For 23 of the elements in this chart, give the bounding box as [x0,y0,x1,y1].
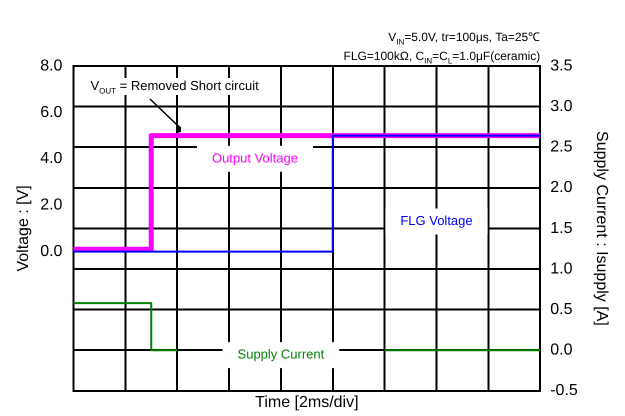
y2-tick-label: 2.0 [550,179,573,196]
text: FLG=100kΩ, C$_{IN}$=C$_{L}$=1.0μF(ceramic) [343,49,540,66]
series-label: Output Voltage [212,150,298,166]
text: V$_{IN}$=5.0V, tr=100μs, Ta=25℃ [388,30,540,46]
y2-tick-label: 3.5 [550,57,573,74]
y-tick-label: 4.0 [40,150,63,168]
annotation: V$_{OUT}$ = Removed Short circuit [90,78,259,96]
y2-tick-label: 1.0 [550,260,573,278]
y2-tick-label: 0.5 [550,301,573,318]
y2-tick-label: -0.5 [550,382,578,400]
y-tick-label: 8.0 [40,57,63,74]
y2-tick-label: 2.5 [550,138,573,156]
y2-axis-title: Supply Current : Isupply [A] [592,131,610,326]
y-tick-label: 2.0 [40,196,63,214]
y-axis-title: Voltage : [V] [15,185,32,272]
x-axis-title: Time [2ms/div] [255,394,359,411]
text: FLG Voltage [400,213,473,228]
y2-tick-label: 3.0 [550,98,573,116]
y2-tick-label: 1.5 [550,220,573,237]
y-tick-label: 6.0 [40,104,63,121]
y2-tick-label: 0.0 [550,342,573,359]
text: Supply Current [238,346,325,362]
y-tick-label: 0.0 [40,243,63,260]
